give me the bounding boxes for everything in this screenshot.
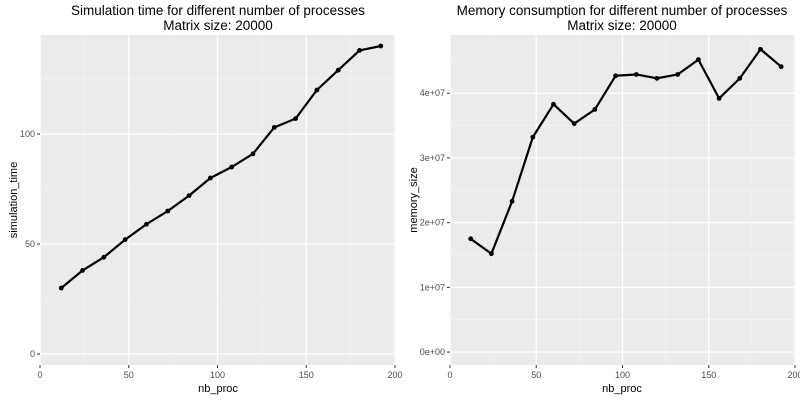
data-point [696,57,701,62]
y-tick-label: 50 [25,239,35,249]
data-point [571,121,577,127]
x-tick-label: 150 [299,370,314,380]
data-point [778,64,784,70]
x-tick-label: 50 [124,370,134,380]
data-point [468,236,474,242]
data-point [530,134,536,140]
x-axis-title: nb_proc [602,383,642,395]
y-axis-title: simulation_time [8,162,20,238]
data-point [293,116,298,121]
series-line [470,48,782,255]
x-tick-label: 0 [447,370,452,380]
data-point [314,87,320,93]
data-point [378,43,384,49]
y-tick-label: 4e+07 [420,88,445,98]
data-point [509,198,515,204]
y-tick-label: 3e+07 [420,153,445,163]
data-point [101,254,107,260]
data-point [58,285,64,291]
x-axis-title: nb_proc [198,383,238,395]
y-tick-label: 1e+07 [420,282,445,292]
x-tick-label: 100 [615,370,630,380]
data-point [186,193,192,199]
y-tick-label: 0 [30,349,35,359]
chart-title: Memory consumption for different number … [457,3,788,18]
y-tick-label: 100 [20,129,35,139]
data-point [271,125,277,130]
data-series [58,43,384,291]
y-tick-label: 2e+07 [420,218,445,228]
x-tick-label: 200 [787,370,800,380]
data-point [208,175,213,181]
data-point [675,72,681,77]
series-line [60,44,382,289]
data-point [737,75,743,81]
data-point [335,67,341,73]
data-point [654,75,660,81]
y-tick-label: 0e+00 [420,347,445,357]
x-tick-label: 100 [210,370,225,380]
chart-title: Simulation time for different number of … [71,3,365,18]
data-point [357,48,362,53]
data-point [229,164,235,170]
x-tick-label: 200 [387,370,402,380]
data-point [613,73,618,79]
data-series [468,46,784,257]
chart-subtitle: Matrix size: 20000 [163,18,273,33]
x-tick-label: 0 [37,370,42,380]
data-point [80,268,85,273]
data-point [122,237,128,243]
data-point [250,151,256,157]
y-axis-ticks: 0e+00 1e+07 2e+07 3e+07 4e+07 [420,88,450,357]
data-point [716,96,722,101]
data-point [633,72,639,77]
y-axis-ticks: 0 50 100 [20,129,40,359]
data-point [165,208,171,214]
data-point [144,221,149,227]
x-tick-label: 50 [531,370,541,380]
chart-subtitle: Matrix size: 20000 [567,18,677,33]
data-point [489,251,494,257]
x-axis-ticks: 0 50 100 150 200 [447,365,800,380]
grid-lines [449,35,796,365]
chart-simulation-time: Simulation time for different number of … [8,3,403,395]
data-point [592,107,598,112]
grid-lines [39,35,396,365]
chart-memory-consumption: Memory consumption for different number … [408,3,800,395]
data-point [551,101,556,107]
x-tick-label: 150 [701,370,716,380]
y-axis-title: memory_size [408,167,420,232]
x-axis-ticks: 0 50 100 150 200 [37,365,403,380]
data-point [758,46,763,52]
